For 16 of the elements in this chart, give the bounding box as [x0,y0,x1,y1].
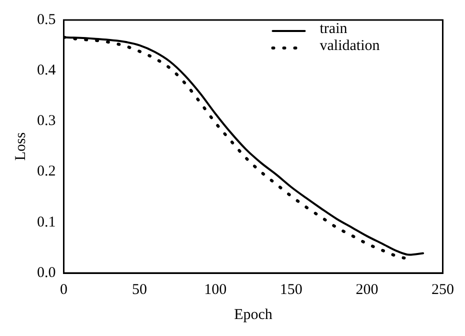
y-axis-title: Loss [12,132,29,161]
x-tick-label: 250 [432,282,454,298]
y-tick-label: 0.1 [37,214,56,230]
x-axis-title: Epoch [234,306,273,323]
x-tick-label: 100 [204,282,227,298]
y-tick-label: 0.5 [37,12,56,28]
legend-label: train [320,20,348,37]
x-tick-label: 150 [280,282,302,298]
legend-label: validation [320,38,380,54]
x-tick-label: 0 [60,282,68,298]
y-tick-label: 0.4 [37,62,56,79]
y-tick-label: 0.0 [37,264,56,281]
y-tick-label: 0.3 [37,113,56,130]
x-tick-label: 200 [356,282,378,298]
x-tick-label: 50 [132,282,148,298]
y-tick-label: 0.2 [37,164,56,180]
